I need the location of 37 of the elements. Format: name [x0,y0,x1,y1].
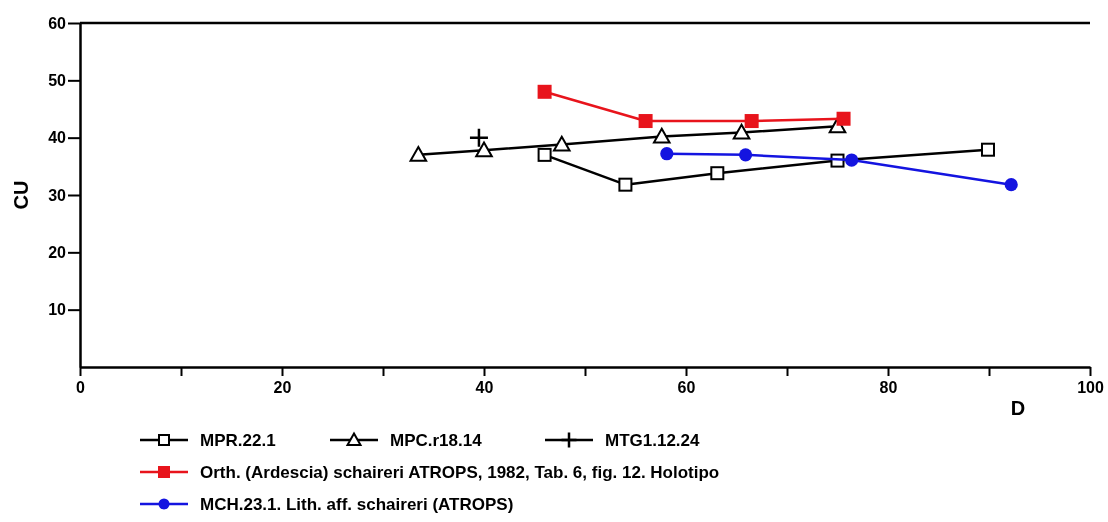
point [738,148,753,162]
x-tick-label: 60 [677,379,696,397]
y-axis-title: CU [10,180,32,210]
x-tick-label: 40 [475,379,494,397]
point [845,153,859,167]
point [537,84,552,99]
legend-label: MCH.23.1. Lith. aff. schaireri (ATROPS) [200,495,514,514]
x-tick-label: 0 [76,379,86,397]
y-tick-label: 30 [48,186,67,204]
point [836,111,851,126]
point [468,127,490,148]
legend-label: Orth. (Ardescia) schaireri ATROPS, 1982, Tab. 6, fig. 12. Holotipo [200,463,720,482]
point [744,114,759,129]
point [475,141,493,158]
legend-label: MPR.22.1 [200,431,276,450]
point [710,166,725,181]
point [618,177,633,192]
legend-label: MPC.r18.14 [390,431,483,450]
legend-label: MTG1.12.24 [605,431,701,450]
x-tick-label: 80 [879,379,898,397]
point [638,114,653,129]
point [660,147,674,161]
x-tick-label: 100 [1077,379,1104,397]
y-tick-label: 50 [48,71,67,89]
y-tick-label: 40 [48,129,67,147]
point [1004,178,1018,192]
x-tick-label: 20 [273,379,292,397]
y-tick-label: 20 [48,243,67,261]
y-tick-label: 60 [48,14,67,32]
point [409,146,428,162]
point [652,127,671,144]
y-tick-label: 10 [48,301,67,319]
point [980,142,995,157]
x-axis-title: D [1010,397,1026,419]
point [552,135,571,152]
point [537,147,552,162]
point [732,123,751,140]
